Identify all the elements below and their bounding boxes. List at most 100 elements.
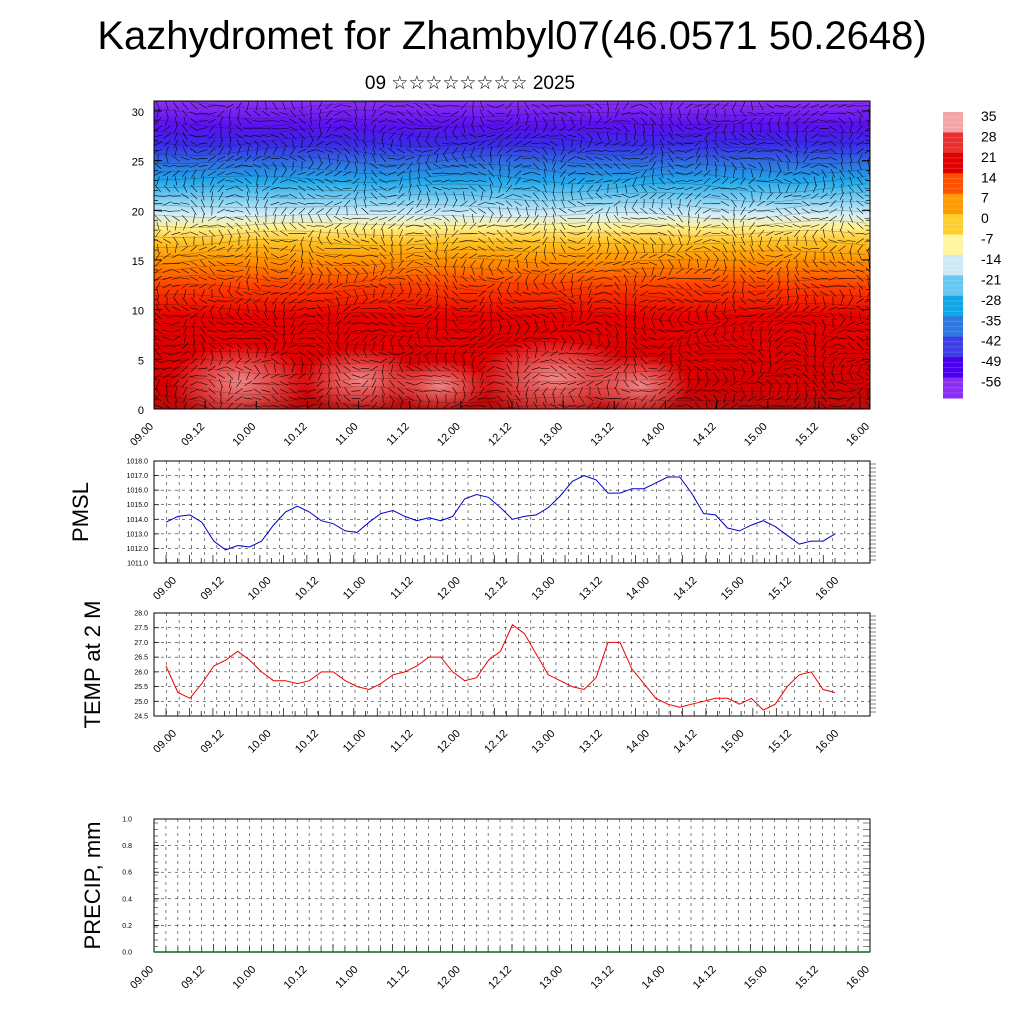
wind-vector bbox=[183, 334, 187, 343]
wind-vector bbox=[228, 131, 232, 141]
contour-line bbox=[154, 329, 867, 340]
wind-vector bbox=[531, 291, 541, 296]
wind-vector bbox=[496, 238, 504, 244]
wind-vector bbox=[425, 199, 431, 208]
wind-vector bbox=[648, 232, 658, 235]
wind-vector bbox=[697, 371, 699, 381]
wind-vector bbox=[543, 229, 547, 238]
wind-vector bbox=[261, 135, 271, 137]
wind-vector bbox=[587, 312, 593, 320]
wind-vector bbox=[423, 261, 433, 266]
wind-vector bbox=[244, 110, 252, 117]
wind-vector bbox=[540, 307, 550, 310]
wind-vector bbox=[705, 109, 709, 118]
wind-vector bbox=[156, 304, 160, 313]
wind-vector bbox=[594, 141, 604, 146]
wind-vector bbox=[514, 253, 522, 259]
wind-vector bbox=[406, 365, 414, 372]
wind-vector bbox=[532, 275, 540, 282]
wind-vector bbox=[549, 292, 559, 295]
wind-vector bbox=[712, 380, 720, 387]
y-tick-label: 1011.0 bbox=[127, 561, 148, 568]
wind-vector bbox=[677, 364, 683, 373]
wind-vector bbox=[189, 157, 199, 160]
wind-vector bbox=[524, 109, 530, 118]
wind-vector bbox=[819, 157, 829, 160]
wind-vector bbox=[183, 221, 187, 231]
wind-vector bbox=[765, 396, 775, 401]
wind-vector bbox=[496, 133, 504, 139]
wind-vector bbox=[792, 315, 802, 317]
wind-vector bbox=[552, 341, 556, 351]
wind-vector bbox=[479, 124, 485, 133]
wind-vector bbox=[819, 142, 829, 145]
wind-vector bbox=[181, 283, 189, 289]
x-tick-label: 13.00 bbox=[537, 964, 565, 992]
wind-vector bbox=[523, 364, 531, 373]
wind-vector bbox=[657, 231, 667, 236]
wind-vector bbox=[162, 210, 172, 212]
wind-vector bbox=[370, 312, 378, 320]
wind-vector bbox=[208, 283, 216, 289]
wind-vector bbox=[317, 304, 323, 313]
wind-vector bbox=[346, 273, 348, 284]
wind-vector bbox=[777, 184, 781, 193]
wind-vector bbox=[730, 320, 738, 327]
pmsl-panel: 1011.01012.01013.01014.01015.01016.01017… bbox=[68, 459, 876, 603]
wind-vector bbox=[649, 110, 657, 117]
wind-vector bbox=[740, 207, 746, 215]
wind-vector bbox=[667, 342, 675, 350]
wind-vector bbox=[355, 198, 357, 209]
wind-vector bbox=[684, 186, 694, 191]
wind-vector bbox=[864, 232, 870, 235]
wind-vector bbox=[794, 282, 800, 290]
wind-vector bbox=[325, 162, 333, 170]
wind-vector bbox=[783, 373, 793, 379]
wind-vector bbox=[667, 215, 675, 222]
wind-vector bbox=[434, 259, 440, 268]
wind-vector bbox=[470, 349, 476, 358]
wind-vector bbox=[459, 210, 469, 212]
wind-vector bbox=[586, 245, 594, 252]
wind-vector bbox=[787, 273, 789, 284]
wind-vector bbox=[661, 153, 663, 164]
colorbar-label: 14 bbox=[981, 169, 997, 185]
wind-vector bbox=[318, 109, 322, 118]
wind-vector bbox=[461, 154, 467, 163]
wind-vector bbox=[765, 209, 775, 213]
wind-vector bbox=[288, 382, 298, 385]
wind-vector bbox=[317, 267, 323, 275]
wind-vector bbox=[433, 207, 441, 215]
wind-vector bbox=[207, 225, 217, 227]
wind-vector bbox=[300, 356, 304, 366]
colorbar-label: -14 bbox=[981, 251, 1001, 267]
wind-vector bbox=[263, 199, 269, 208]
wind-vector bbox=[306, 307, 316, 310]
wind-vector bbox=[198, 395, 208, 402]
wind-vector bbox=[471, 124, 475, 133]
wind-vector bbox=[289, 304, 297, 313]
wind-vector bbox=[604, 222, 612, 230]
wind-vector bbox=[742, 228, 744, 239]
wind-vector bbox=[236, 379, 242, 388]
wind-vector bbox=[371, 371, 377, 381]
wind-vector bbox=[774, 141, 784, 146]
wind-vector bbox=[505, 184, 513, 193]
wind-vector bbox=[290, 147, 296, 155]
wind-vector bbox=[479, 387, 485, 395]
wind-vector bbox=[505, 133, 513, 139]
wind-vector bbox=[243, 337, 253, 340]
wind-vector bbox=[363, 341, 367, 351]
wind-vector bbox=[693, 134, 703, 138]
wind-vector bbox=[823, 296, 825, 306]
wind-vector bbox=[515, 349, 521, 358]
wind-vector bbox=[164, 289, 170, 298]
wind-vector bbox=[748, 132, 756, 140]
wind-vector bbox=[316, 185, 324, 192]
wind-vector bbox=[298, 350, 306, 357]
wind-vector bbox=[768, 364, 772, 373]
wind-vector bbox=[297, 171, 307, 176]
wind-vector bbox=[586, 132, 594, 140]
wind-vector bbox=[660, 169, 664, 178]
x-tick-label: 10.00 bbox=[230, 421, 258, 449]
